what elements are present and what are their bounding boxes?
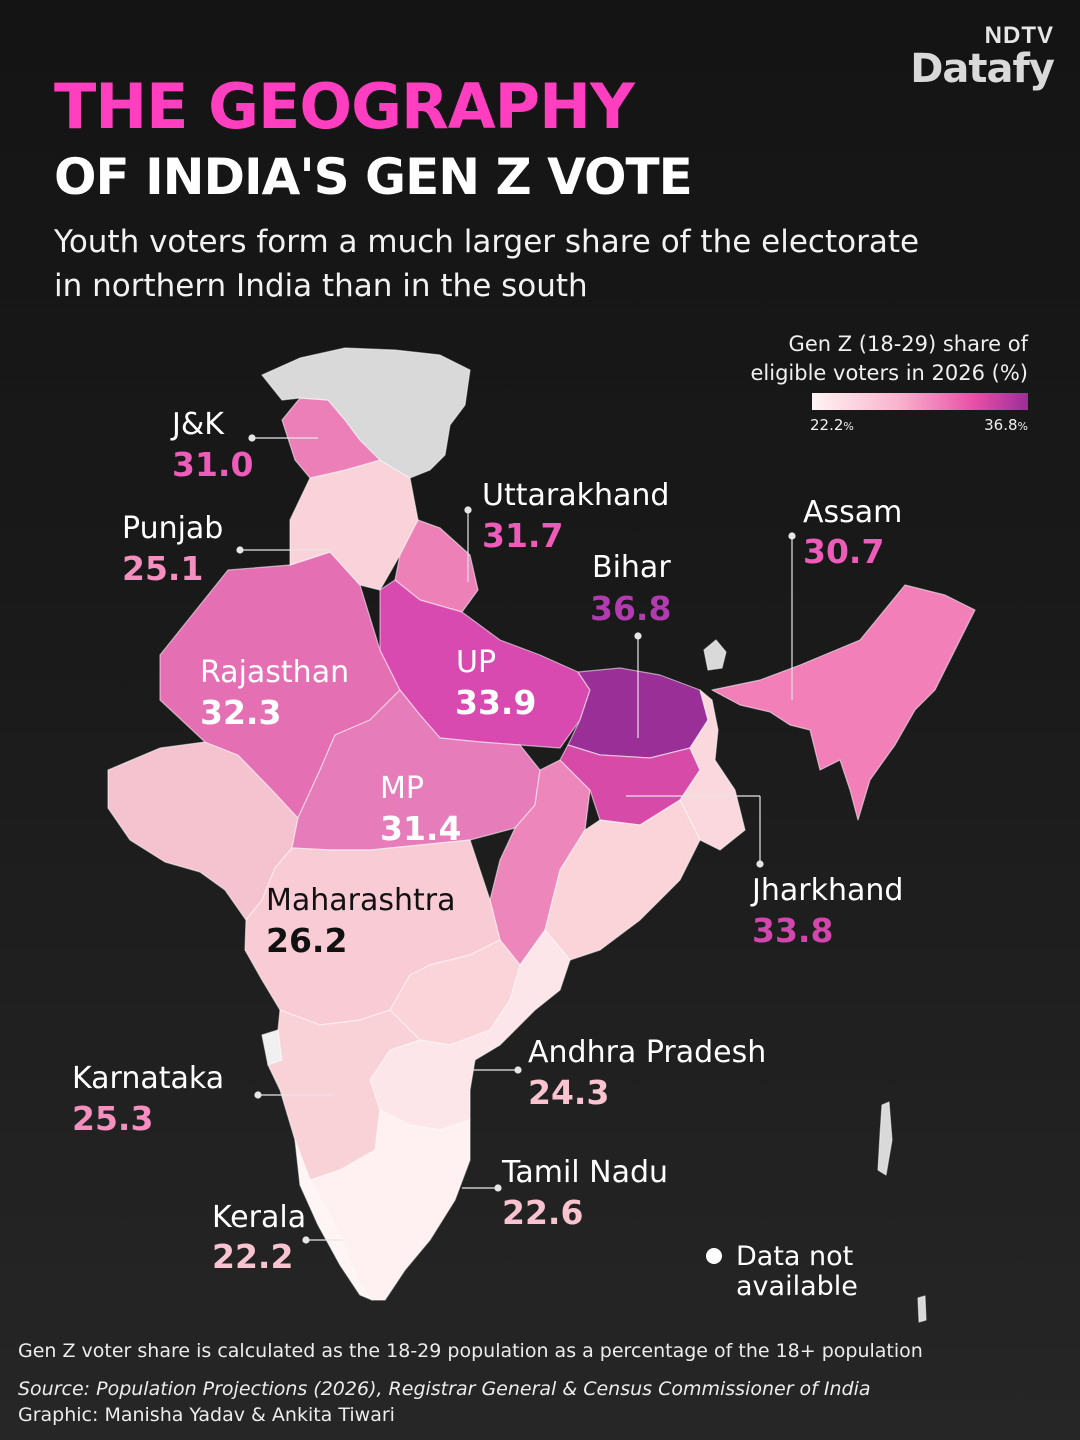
label-bihar-value: 36.8 xyxy=(590,589,672,628)
label-punjab-value: 25.1 xyxy=(122,549,204,588)
legend-color-scale xyxy=(812,393,1028,410)
label-tamilnadu-name: Tamil Nadu xyxy=(502,1155,669,1190)
legend-min: 22.2% xyxy=(810,416,854,434)
footer-note: Gen Z voter share is calculated as the 1… xyxy=(18,1340,923,1362)
label-rajasthan-value: 32.3 xyxy=(200,693,282,732)
legend-max: 36.8% xyxy=(984,416,1028,434)
title-line2: OF INDIA'S GEN Z VOTE xyxy=(54,148,693,206)
label-bihar-name: Bihar xyxy=(592,550,671,585)
subtitle-line2: in northern India than in the south xyxy=(54,268,588,304)
label-up-name: UP xyxy=(456,645,497,680)
legend-min-unit: % xyxy=(843,420,854,433)
label-punjab-name: Punjab xyxy=(122,511,224,546)
region-nicobar xyxy=(917,1295,927,1323)
region-northeast xyxy=(711,584,976,821)
legend-max-value: 36.8 xyxy=(984,416,1018,434)
brand-top: NDTV xyxy=(984,22,1054,49)
brand-name: Datafy xyxy=(910,46,1055,92)
label-maharashtra-value: 26.2 xyxy=(266,921,348,960)
na-dot-icon xyxy=(706,1248,722,1264)
label-jk-name: J&K xyxy=(172,407,224,442)
label-mp-name: MP xyxy=(380,771,424,806)
na-text: Data not available xyxy=(736,1242,936,1302)
label-tamilnadu-value: 22.6 xyxy=(502,1193,584,1232)
label-maharashtra-name: Maharashtra xyxy=(266,883,456,918)
footer-credit: Graphic: Manisha Yadav & Ankita Tiwari xyxy=(18,1404,395,1426)
region-westbengal xyxy=(679,689,746,851)
label-uttarakhand-name: Uttarakhand xyxy=(482,478,670,513)
region-andaman xyxy=(877,1101,893,1176)
label-jharkhand-value: 33.8 xyxy=(752,911,834,950)
brand-logo: NDTV Datafy xyxy=(910,22,1055,92)
leader-lines xyxy=(236,434,796,1244)
label-uttarakhand-value: 31.7 xyxy=(482,516,564,555)
label-kerala-name: Kerala xyxy=(212,1200,307,1235)
label-up-value: 33.9 xyxy=(455,683,537,722)
region-tamilnadu xyxy=(309,1109,471,1301)
label-jk-value: 31.0 xyxy=(172,445,254,484)
label-assam-value: 30.7 xyxy=(803,532,885,571)
subtitle: Youth voters form a much larger share of… xyxy=(54,220,1054,308)
label-andhra-value: 24.3 xyxy=(528,1073,610,1112)
label-karnataka-name: Karnataka xyxy=(72,1061,225,1096)
label-kerala-value: 22.2 xyxy=(212,1237,294,1276)
footer-source: Source: Population Projections (2026), R… xyxy=(18,1378,871,1400)
region-odisha xyxy=(544,799,701,961)
title-line1: THE GEOGRAPHY xyxy=(54,70,635,143)
label-karnataka-value: 25.3 xyxy=(72,1099,154,1138)
legend-title-line2: eligible voters in 2026 (%) xyxy=(750,361,1028,385)
legend-min-value: 22.2 xyxy=(810,416,844,434)
subtitle-line1: Youth voters form a much larger share of… xyxy=(54,224,920,260)
region-ladakh xyxy=(261,347,471,479)
region-sikkim xyxy=(703,639,727,671)
na-line1: Data not xyxy=(736,1241,854,1272)
label-jharkhand-name: Jharkhand xyxy=(752,873,904,908)
legend-title: Gen Z (18-29) share of eligible voters i… xyxy=(751,330,1028,388)
label-andhra-name: Andhra Pradesh xyxy=(528,1035,767,1070)
legend-max-unit: % xyxy=(1017,420,1028,433)
label-mp-value: 31.4 xyxy=(380,809,462,848)
label-assam-name: Assam xyxy=(803,495,903,530)
label-rajasthan-name: Rajasthan xyxy=(200,655,350,690)
na-line2: available xyxy=(736,1271,858,1302)
legend-title-line1: Gen Z (18-29) share of xyxy=(788,332,1028,356)
